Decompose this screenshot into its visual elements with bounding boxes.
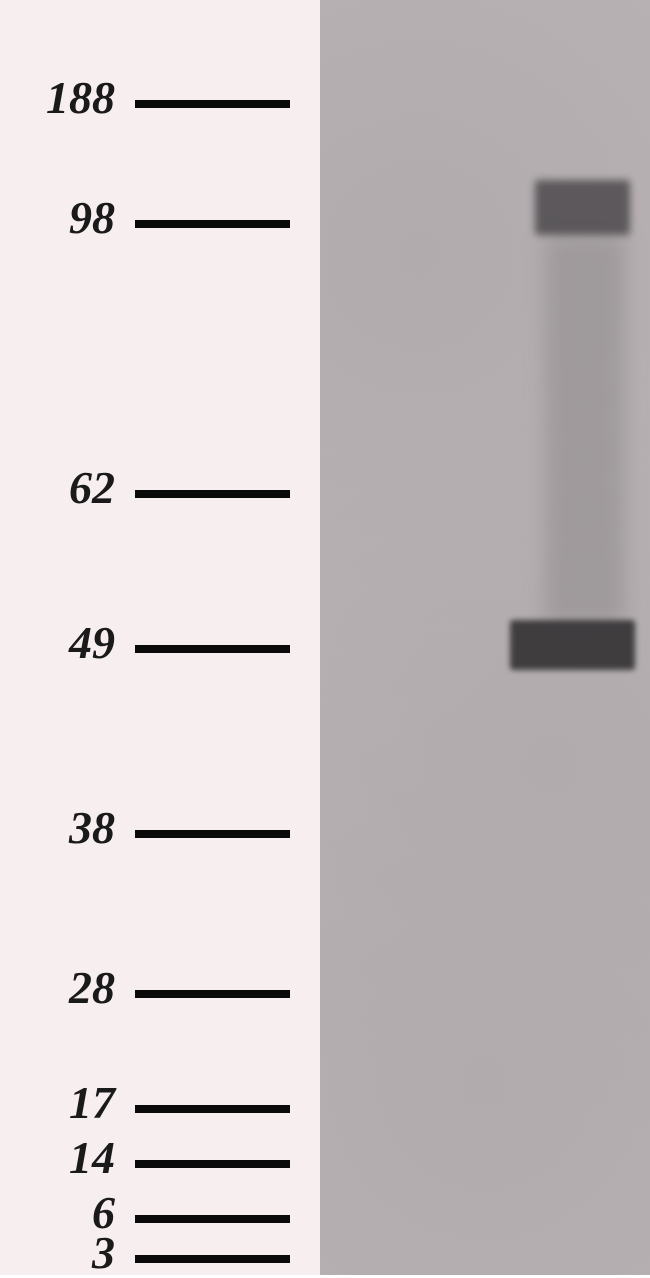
blot-smear	[545, 235, 625, 625]
mw-tick-188	[135, 100, 290, 108]
mw-label-14: 14	[0, 1135, 115, 1181]
mw-label-188: 188	[0, 75, 115, 121]
mw-tick-28	[135, 990, 290, 998]
blot-band-2	[510, 620, 635, 670]
mw-tick-49	[135, 645, 290, 653]
mw-label-17: 17	[0, 1080, 115, 1126]
mw-label-38: 38	[0, 805, 115, 851]
mw-label-3: 3	[0, 1230, 115, 1276]
mw-tick-98	[135, 220, 290, 228]
mw-label-62: 62	[0, 465, 115, 511]
mw-tick-6	[135, 1215, 290, 1223]
mw-tick-62	[135, 490, 290, 498]
mw-tick-17	[135, 1105, 290, 1113]
mw-label-28: 28	[0, 965, 115, 1011]
mw-label-49: 49	[0, 620, 115, 666]
mw-tick-14	[135, 1160, 290, 1168]
mw-tick-3	[135, 1255, 290, 1263]
mw-tick-38	[135, 830, 290, 838]
blot-band-1	[535, 180, 630, 235]
mw-label-98: 98	[0, 195, 115, 241]
